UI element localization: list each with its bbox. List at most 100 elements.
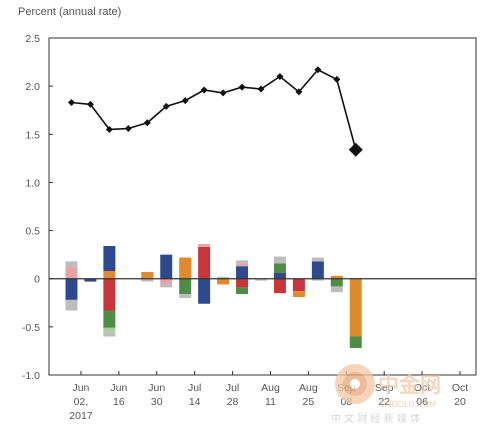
- x-tick-label: Jun: [72, 382, 89, 394]
- bar-segment: [311, 278, 324, 281]
- watermark-logo-center: [350, 379, 360, 389]
- bar-segment: [65, 299, 78, 311]
- bar-segment: [141, 271, 154, 279]
- x-tick-label: Sep: [375, 382, 394, 394]
- x-tick-label: 14: [189, 396, 201, 408]
- point-marker: [314, 66, 322, 74]
- bar-segment: [330, 275, 343, 279]
- point-marker: [219, 89, 227, 97]
- bar-segment: [330, 286, 343, 293]
- x-tick-label: Jul: [226, 382, 239, 394]
- bar-segment: [349, 278, 362, 337]
- bar-segment: [103, 332, 116, 337]
- bar-segment: [198, 278, 211, 304]
- bar-segment: [84, 278, 97, 282]
- watermark-subtitle: 中 文 财 经 新 媒 体: [331, 412, 420, 425]
- bar-segment: [160, 254, 173, 279]
- y-axis: 2.5 2.0 1.5 1.0 0.5 0 -0.5 -1.0: [22, 33, 53, 382]
- bar-segment: [198, 246, 211, 279]
- bar-segment: [273, 278, 286, 294]
- x-tick-label: 11: [265, 396, 276, 408]
- bar-segment: [311, 257, 324, 262]
- bar-segment: [103, 327, 116, 333]
- point-marker: [86, 100, 94, 108]
- bar-segment: [236, 263, 249, 267]
- x-tick-label: 2017: [69, 410, 93, 422]
- x-tick-label: 20: [454, 396, 466, 408]
- bar-segment: [103, 271, 116, 279]
- bar-segment: [273, 256, 286, 264]
- point-marker: [333, 75, 341, 83]
- bar-segment: [236, 287, 249, 295]
- x-tick-label: 28: [227, 396, 239, 408]
- bar-segment: [330, 278, 343, 287]
- bar-segment: [103, 278, 116, 311]
- plot-frame: [48, 37, 477, 376]
- bar-segment: [160, 283, 173, 288]
- x-tick-label: 02,: [74, 396, 89, 408]
- point-marker: [238, 83, 246, 91]
- bar-segment: [103, 245, 116, 272]
- point-marker: [162, 102, 170, 110]
- bar-segment: [255, 278, 267, 281]
- point-marker-last: [348, 142, 363, 157]
- x-tick-label: Aug: [261, 382, 280, 394]
- x-tick-label: 30: [151, 396, 163, 408]
- watermark-domain: CNGOLD.COM: [380, 400, 436, 409]
- y-tick-label: 1.5: [25, 129, 40, 141]
- x-tick-label: Oct: [414, 382, 430, 394]
- point-marker: [200, 86, 208, 94]
- x-tick-label: Aug: [299, 382, 318, 394]
- x-tick-label: 16: [113, 396, 125, 408]
- point-marker: [276, 73, 284, 81]
- point-marker: [105, 125, 113, 133]
- bar-segment: [292, 278, 305, 292]
- bar-segment: [292, 291, 305, 298]
- watermark: 中金网 CNGOLD.COM 中 文 财 经 新 媒 体: [331, 364, 441, 425]
- bar-segment: [236, 266, 249, 279]
- point-marker: [181, 97, 189, 105]
- bar-segment: [217, 276, 230, 279]
- y-tick-label: -1.0: [22, 370, 40, 382]
- x-tick-label: 22: [378, 396, 390, 408]
- bar-segment: [160, 278, 173, 284]
- point-marker: [67, 99, 75, 107]
- bar-segment: [198, 244, 211, 247]
- y-tick-label: -0.5: [22, 322, 40, 334]
- y-tick-label: 0: [34, 274, 40, 286]
- x-tick-label: Oct: [452, 382, 468, 394]
- watermark-brand: 中金网: [378, 373, 441, 397]
- y-axis-label: Percent (annual rate): [18, 6, 121, 18]
- point-marker: [143, 119, 151, 127]
- y-tick-label: 1.0: [25, 177, 40, 189]
- x-tick-label: 06: [416, 396, 428, 408]
- point-marker: [257, 85, 265, 93]
- bar-segment: [311, 261, 324, 279]
- bar-segment: [179, 278, 192, 295]
- bars: [65, 244, 362, 349]
- bar-segment: [103, 310, 116, 328]
- bar-segment: [273, 263, 286, 273]
- x-tick-label: Jun: [110, 382, 127, 394]
- bar-segment: [65, 261, 78, 268]
- point-marker: [295, 88, 303, 96]
- bar-segment: [273, 272, 286, 279]
- x-axis: Jun 02, 2017 Jun 16 Jun 30 Jul 14 Jul 28 Aug 11 Aug 25…: [69, 371, 468, 422]
- bar-segment: [236, 260, 249, 264]
- x-tick-label: Jul: [188, 382, 201, 394]
- y-tick-label: 2.5: [25, 33, 40, 45]
- series-line: [71, 68, 357, 150]
- y-tick-label: 0.5: [25, 226, 40, 238]
- bar-segment: [179, 257, 192, 279]
- bar-segment: [65, 278, 78, 300]
- x-tick-label: Jun: [148, 382, 165, 394]
- bar-segment: [141, 278, 154, 282]
- bar-segment: [179, 294, 192, 298]
- line-series: [67, 66, 363, 157]
- bar-segment: [236, 278, 249, 288]
- bar-segment: [217, 278, 230, 285]
- bar-segment: [65, 267, 78, 279]
- x-tick-label: 25: [303, 396, 315, 408]
- point-marker: [124, 125, 132, 133]
